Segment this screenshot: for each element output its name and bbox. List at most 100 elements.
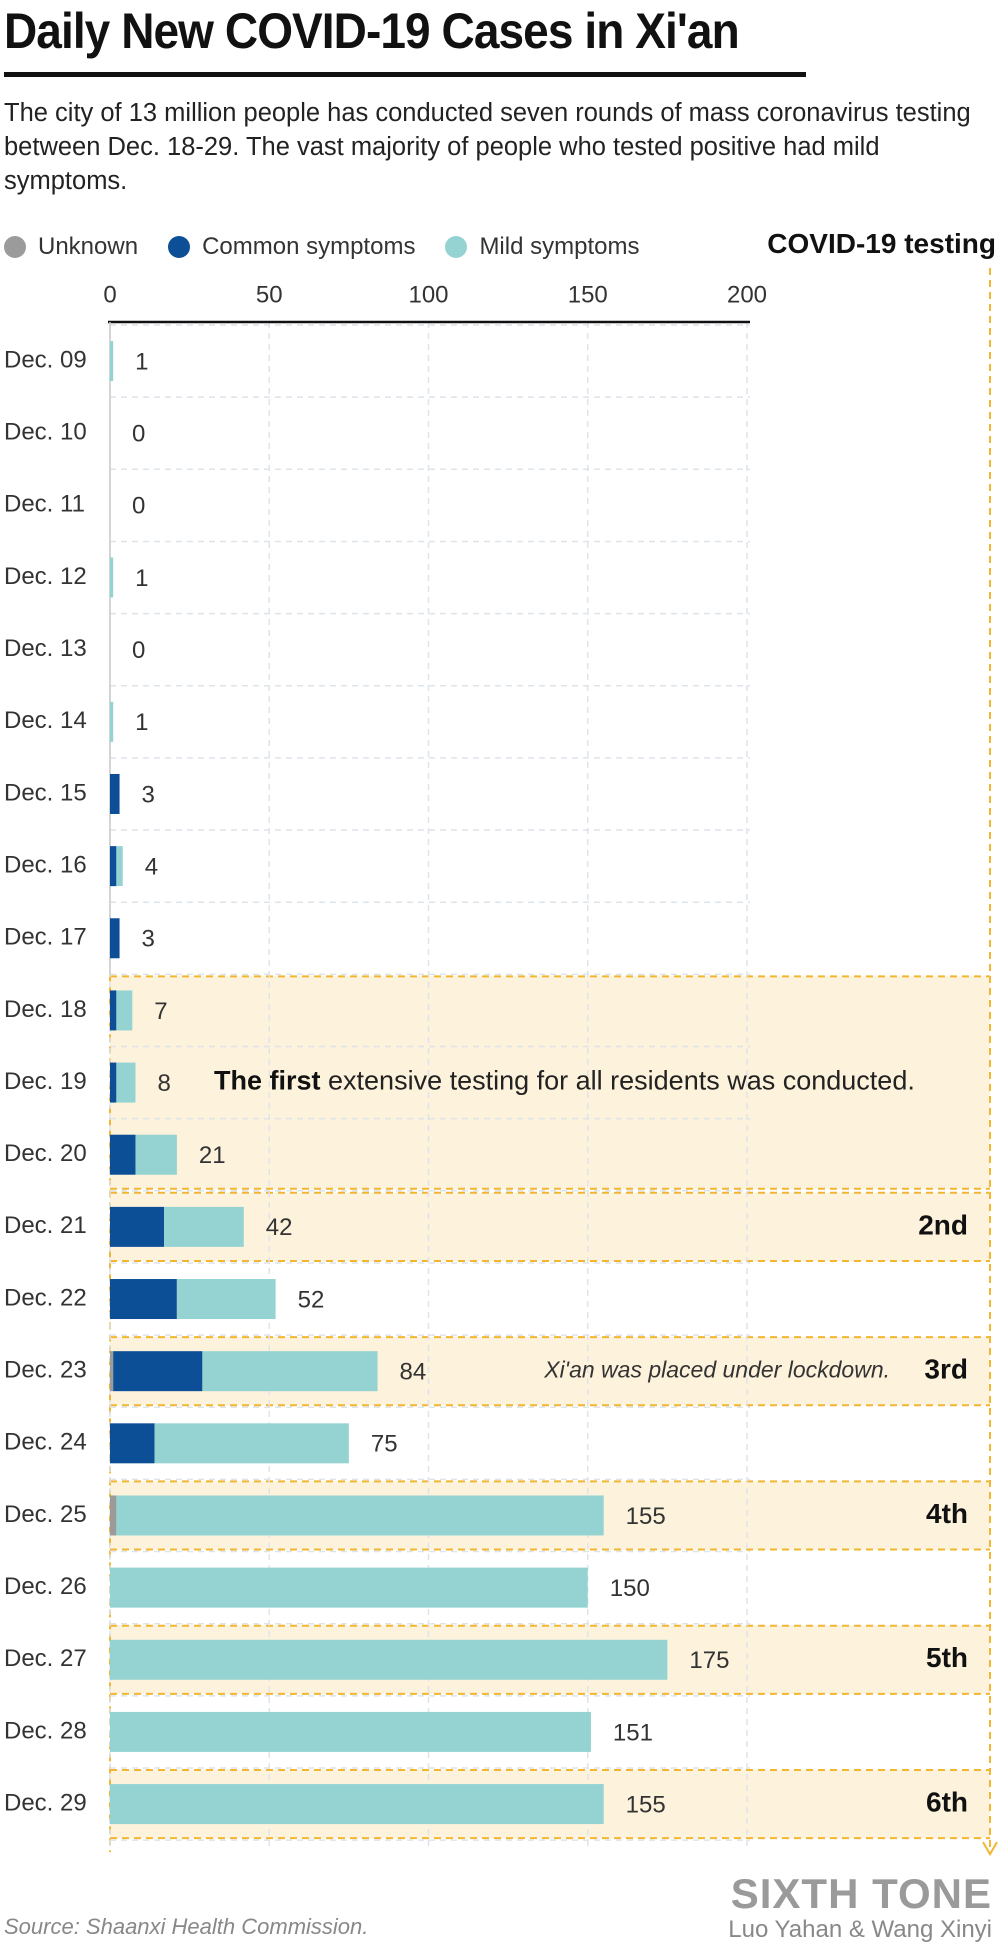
data-label: 1 (135, 348, 148, 375)
testing-header: COVID-19 testing (767, 228, 996, 259)
bar-mild (176, 1279, 276, 1320)
data-label: 0 (132, 493, 145, 520)
bar-mild (164, 1206, 244, 1247)
y-tick-label: Dec. 10 (4, 419, 87, 446)
y-tick-label: Dec. 14 (4, 707, 87, 734)
data-label: 84 (400, 1359, 427, 1386)
data-label: 175 (689, 1647, 729, 1674)
y-tick-label: Dec. 23 (4, 1357, 87, 1384)
y-tick-label: Dec. 21 (4, 1212, 87, 1239)
y-tick-label: Dec. 29 (4, 1789, 87, 1816)
y-tick-label: Dec. 26 (4, 1573, 87, 1600)
testing-band (110, 1192, 990, 1261)
legend-item-mild: Mild symptoms (445, 233, 639, 261)
bar-mild (110, 1784, 604, 1825)
bar-mild (116, 1495, 604, 1536)
y-tick-label: Dec. 20 (4, 1140, 87, 1167)
annotation-first-round-rest: extensive testing for all residents was … (321, 1066, 915, 1096)
y-tick-label: Dec. 19 (4, 1068, 87, 1095)
x-tick-label: 200 (727, 281, 767, 308)
testing-band (110, 976, 990, 1189)
data-label: 21 (199, 1142, 226, 1169)
data-label: 1 (135, 565, 148, 592)
legend-label-mild: Mild symptoms (479, 233, 640, 260)
bar-mild (135, 1134, 177, 1175)
y-tick-label: Dec. 11 (4, 491, 85, 518)
brand-logo: SIXTH TONE (730, 1870, 992, 1917)
bar-common (110, 846, 117, 887)
data-label: 8 (157, 1070, 170, 1097)
source-note: Source: Shaanxi Health Commission. (4, 1914, 369, 1939)
bar-unknown (110, 1351, 114, 1392)
y-tick-label: Dec. 12 (4, 563, 87, 590)
y-tick-label: Dec. 13 (4, 635, 87, 662)
chart-title: Daily New COVID-19 Cases in Xi'an (4, 3, 740, 59)
bar-common (110, 1206, 165, 1247)
bar-mild (116, 990, 133, 1031)
data-label: 155 (626, 1503, 666, 1530)
bar-mild (110, 1639, 668, 1680)
legend-swatch-common (168, 236, 191, 258)
y-tick-label: Dec. 17 (4, 924, 87, 951)
x-tick-label: 100 (408, 281, 448, 308)
bar-common (110, 1062, 117, 1103)
legend-swatch-unknown (4, 236, 26, 258)
y-tick-label: Dec. 09 (4, 346, 87, 373)
y-tick-label: Dec. 27 (4, 1645, 87, 1672)
data-label: 151 (613, 1719, 653, 1746)
bar-common (110, 773, 120, 814)
data-label: 0 (132, 637, 145, 664)
testing-round-label: 2nd (918, 1209, 968, 1240)
data-label: 0 (132, 421, 145, 448)
bar-common (113, 1351, 203, 1392)
bar-common (110, 1423, 155, 1464)
testing-round-label: 6th (926, 1786, 968, 1817)
data-label: 1 (135, 709, 148, 736)
annotation-first-round: The first extensive testing for all resi… (214, 1066, 915, 1096)
bar-common (110, 1279, 177, 1320)
data-label: 4 (145, 853, 158, 880)
credits: Luo Yahan & Wang Xinyi (728, 1916, 992, 1943)
annotation-first-round-bold: The first (214, 1066, 321, 1096)
testing-round-label: 4th (926, 1498, 968, 1529)
data-label: 42 (266, 1214, 293, 1241)
bar-mild (116, 1062, 136, 1103)
y-tick-label: Dec. 24 (4, 1429, 87, 1456)
y-tick-label: Dec. 16 (4, 851, 87, 878)
testing-round-label: 3rd (924, 1354, 968, 1385)
y-tick-label: Dec. 28 (4, 1717, 87, 1744)
y-tick-label: Dec. 15 (4, 779, 87, 806)
bar-unknown (110, 1495, 117, 1536)
data-label: 155 (626, 1791, 666, 1818)
testing-round-label: 5th (926, 1642, 968, 1673)
data-label: 52 (298, 1286, 325, 1313)
data-label: 7 (154, 998, 167, 1025)
data-label: 3 (142, 781, 155, 808)
bar-mild (154, 1423, 349, 1464)
y-tick-label: Dec. 22 (4, 1284, 87, 1311)
bar-mild (110, 1567, 588, 1608)
legend-item-unknown: Unknown (4, 233, 138, 261)
bar-common (110, 990, 117, 1031)
legend-label-unknown: Unknown (38, 233, 139, 260)
bar-mild (202, 1351, 378, 1392)
data-label: 75 (371, 1431, 398, 1458)
y-tick-label: Dec. 25 (4, 1501, 87, 1528)
chart-subtitle: The city of 13 million people has conduc… (4, 99, 971, 195)
legend-swatch-mild (445, 236, 468, 258)
annotation-lockdown: Xi'an was placed under lockdown. (543, 1356, 890, 1382)
x-tick-label: 0 (103, 281, 116, 308)
bar-common (110, 1134, 136, 1175)
data-label: 150 (610, 1575, 650, 1602)
legend: Unknown Common symptoms Mild symptoms (4, 230, 669, 264)
x-tick-label: 50 (256, 281, 283, 308)
bar-mild (110, 557, 114, 598)
bar-mild (110, 341, 114, 382)
bar-mild (110, 1711, 591, 1752)
legend-label-common: Common symptoms (202, 233, 416, 260)
testing-arrow (982, 1841, 998, 1857)
bar-common (110, 918, 120, 959)
y-tick-label: Dec. 18 (4, 996, 87, 1023)
data-label: 3 (142, 926, 155, 953)
